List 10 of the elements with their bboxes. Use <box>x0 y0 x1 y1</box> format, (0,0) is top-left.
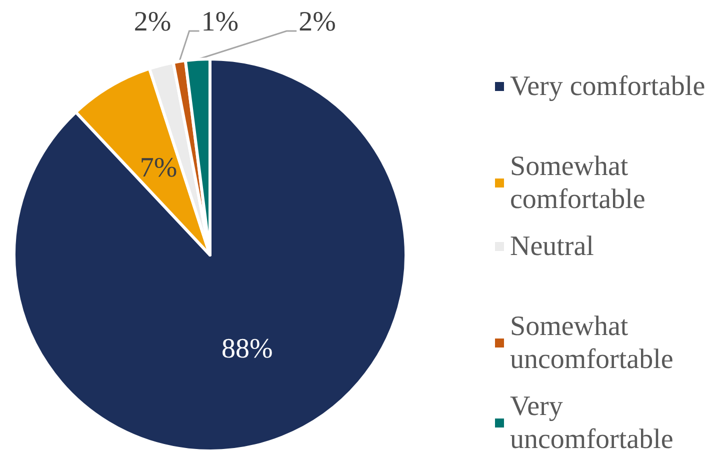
data-label: 88% <box>222 333 273 364</box>
legend-label: Somewhat uncomfortable <box>510 311 674 375</box>
data-label: 2% <box>134 6 172 38</box>
data-label: 1% <box>201 6 239 38</box>
legend-label: Neutral <box>510 231 594 262</box>
legend-label: Very comfortable <box>510 71 706 102</box>
data-label: 7% <box>140 152 178 184</box>
legend-label: Somewhat comfortable <box>510 151 646 215</box>
legend-label: Very uncomfortable <box>510 391 674 451</box>
data-label: 2% <box>298 6 336 38</box>
